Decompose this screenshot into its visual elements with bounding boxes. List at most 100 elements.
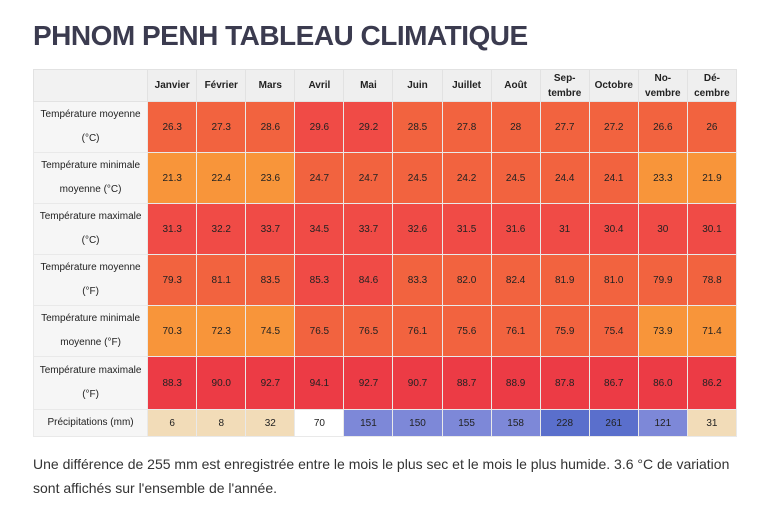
month-header: Sep-tembre xyxy=(539,69,590,102)
table-cell: 29.2 xyxy=(343,100,394,154)
table-cell: 88.9 xyxy=(490,356,541,411)
table-cell: 24.4 xyxy=(539,152,590,205)
table-cell: 82.0 xyxy=(441,254,492,307)
row-label: Température maximale (°F) xyxy=(32,356,149,411)
table-cell: 8 xyxy=(196,409,247,437)
table-cell: 90.7 xyxy=(392,356,443,411)
month-header: Dé-cembre xyxy=(686,69,738,102)
table-cell: 79.3 xyxy=(147,254,198,307)
month-header: Août xyxy=(490,69,541,102)
table-cell: 74.5 xyxy=(245,305,296,358)
table-cell: 150 xyxy=(392,409,443,437)
climate-table: Janvier Février Mars Avril Mai Juin Juillet Aoû… xyxy=(32,69,738,437)
table-cell: 86.0 xyxy=(637,356,688,411)
table-cell: 70.3 xyxy=(147,305,198,358)
table-cell: 158 xyxy=(490,409,541,437)
month-header: Juillet xyxy=(441,69,492,102)
table-cell: 30.4 xyxy=(588,203,639,256)
table-cell: 88.3 xyxy=(147,356,198,411)
table-cell: 31.6 xyxy=(490,203,541,256)
table-cell: 24.5 xyxy=(392,152,443,205)
table-cell: 21.3 xyxy=(147,152,198,205)
table-cell: 84.6 xyxy=(343,254,394,307)
table-cell: 72.3 xyxy=(196,305,247,358)
table-row: Température minimale moyenne (°F) 70.3 72.… xyxy=(32,305,738,358)
table-cell: 85.3 xyxy=(294,254,345,307)
table-cell: 31.3 xyxy=(147,203,198,256)
row-label: Température minimale moyenne (°C) xyxy=(32,152,149,205)
table-row: Température moyenne (°F) 79.3 81.1 83.5 85.3… xyxy=(32,254,738,307)
table-cell: 21.9 xyxy=(686,152,738,205)
table-cell: 30 xyxy=(637,203,688,256)
table-cell: 31.5 xyxy=(441,203,492,256)
table-cell: 94.1 xyxy=(294,356,345,411)
month-header: Octobre xyxy=(588,69,639,102)
table-cell: 24.2 xyxy=(441,152,492,205)
table-cell: 33.7 xyxy=(343,203,394,256)
table-cell: 27.8 xyxy=(441,100,492,154)
table-cell: 81.0 xyxy=(588,254,639,307)
table-cell: 24.1 xyxy=(588,152,639,205)
table-cell: 75.4 xyxy=(588,305,639,358)
table-cell: 24.7 xyxy=(343,152,394,205)
climate-table-body: Température moyenne (°C) 26.3 27.3 28.6 29.6… xyxy=(32,100,738,437)
table-cell: 261 xyxy=(588,409,639,437)
table-cell: 28.6 xyxy=(245,100,296,154)
table-cell: 23.6 xyxy=(245,152,296,205)
month-header: Mai xyxy=(343,69,394,102)
row-label: Précipitations (mm) xyxy=(32,409,149,437)
table-cell: 34.5 xyxy=(294,203,345,256)
row-label: Température maximale (°C) xyxy=(32,203,149,256)
table-cell: 88.7 xyxy=(441,356,492,411)
table-cell: 70 xyxy=(294,409,345,437)
table-cell: 86.7 xyxy=(588,356,639,411)
table-cell: 76.5 xyxy=(343,305,394,358)
page-title: PHNOM PENH TABLEAU CLIMATIQUE xyxy=(33,20,528,51)
table-row: Température minimale moyenne (°C) 21.3 22.… xyxy=(32,152,738,205)
table-cell: 228 xyxy=(539,409,590,437)
table-cell: 151 xyxy=(343,409,394,437)
table-cell: 87.8 xyxy=(539,356,590,411)
table-row: Température maximale (°F) 88.3 90.0 92.7 94.… xyxy=(32,356,738,411)
table-cell: 32.6 xyxy=(392,203,443,256)
table-cell: 23.3 xyxy=(637,152,688,205)
table-cell: 75.6 xyxy=(441,305,492,358)
month-header: No-vembre xyxy=(637,69,688,102)
table-cell: 27.7 xyxy=(539,100,590,154)
table-cell: 27.3 xyxy=(196,100,247,154)
table-cell: 86.2 xyxy=(686,356,738,411)
table-cell: 79.9 xyxy=(637,254,688,307)
table-cell: 82.4 xyxy=(490,254,541,307)
row-label: Température minimale moyenne (°F) xyxy=(32,305,149,358)
table-cell: 6 xyxy=(147,409,198,437)
table-cell: 31 xyxy=(686,409,738,437)
table-cell: 73.9 xyxy=(637,305,688,358)
table-cell: 76.1 xyxy=(392,305,443,358)
month-header: Février xyxy=(196,69,247,102)
table-cell: 83.5 xyxy=(245,254,296,307)
table-cell: 24.5 xyxy=(490,152,541,205)
table-cell: 75.9 xyxy=(539,305,590,358)
table-cell: 33.7 xyxy=(245,203,296,256)
month-header: Janvier xyxy=(147,69,198,102)
table-cell: 32 xyxy=(245,409,296,437)
table-cell: 155 xyxy=(441,409,492,437)
table-cell: 92.7 xyxy=(245,356,296,411)
climate-summary: Une différence de 255 mm est enregistrée… xyxy=(33,456,730,496)
table-row: Température moyenne (°C) 26.3 27.3 28.6 29.6… xyxy=(32,100,738,154)
table-row: Température maximale (°C) 31.3 32.2 33.7 34.… xyxy=(32,203,738,256)
month-header: Juin xyxy=(392,69,443,102)
table-cell: 121 xyxy=(637,409,688,437)
table-cell: 71.4 xyxy=(686,305,738,358)
row-label: Température moyenne (°F) xyxy=(32,254,149,307)
table-cell: 24.7 xyxy=(294,152,345,205)
table-cell: 76.5 xyxy=(294,305,345,358)
month-header: Mars xyxy=(245,69,296,102)
table-cell: 28 xyxy=(490,100,541,154)
table-cell: 29.6 xyxy=(294,100,345,154)
header-corner xyxy=(32,69,149,102)
table-row: Précipitations (mm) 6 8 32 70 151 150 155 158 228… xyxy=(32,409,738,437)
table-cell: 81.9 xyxy=(539,254,590,307)
table-cell: 26.6 xyxy=(637,100,688,154)
table-cell: 90.0 xyxy=(196,356,247,411)
